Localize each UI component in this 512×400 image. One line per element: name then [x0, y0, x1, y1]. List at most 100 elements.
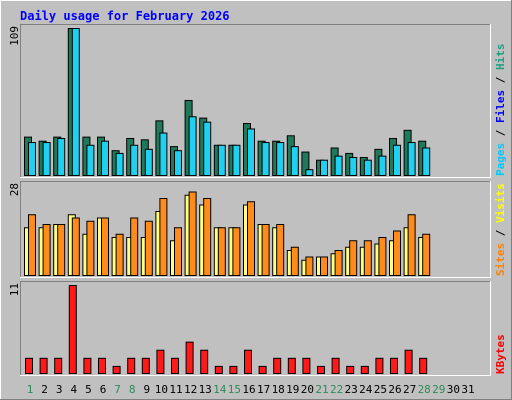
bar-sites-day-10: [159, 198, 168, 276]
bar-kbytes-day-26: [390, 357, 398, 374]
x-tick-label-8: 8: [129, 383, 136, 396]
legend-entry-0: KBytes: [494, 334, 507, 374]
bar-sites-day-20: [305, 256, 314, 276]
bar-sites-day-2: [42, 224, 51, 276]
bar-files-day-16: [247, 128, 255, 176]
bar-files-day-26: [393, 144, 401, 177]
bar-files-day-17: [261, 142, 270, 176]
bar-files-day-20: [305, 169, 314, 177]
x-tick-label-31: 31: [461, 383, 474, 396]
bar-kbytes-day-24: [360, 365, 369, 374]
bar-sites-day-7: [115, 233, 124, 276]
series-files: [28, 28, 431, 177]
bar-files-day-2: [42, 142, 51, 176]
x-tick-label-24: 24: [359, 383, 373, 396]
y-max-label: 109: [8, 26, 21, 46]
bar-files-day-10: [159, 132, 168, 177]
bar-kbytes-day-15: [229, 365, 238, 374]
x-tick-label-15: 15: [228, 383, 241, 396]
bar-files-day-7: [115, 152, 124, 177]
series-kbytes: [25, 285, 428, 374]
bar-kbytes-day-18: [273, 357, 282, 374]
bar-files-day-28: [422, 147, 431, 176]
y-max-label: 28: [8, 183, 21, 196]
bar-sites-day-1: [28, 214, 36, 276]
x-tick-label-7: 7: [114, 383, 121, 396]
bar-kbytes-day-20: [302, 357, 311, 374]
panel-kbytes: 11 KBytes: [8, 281, 507, 376]
bar-sites-day-13: [203, 198, 212, 276]
legend-entry-3: /: [494, 70, 507, 90]
legend-entry-0: Sites: [494, 243, 507, 276]
bar-sites-day-19: [290, 246, 299, 276]
x-tick-label-2: 2: [41, 383, 48, 396]
bar-sites-day-4: [71, 217, 80, 276]
bar-sites-day-24: [363, 240, 372, 276]
x-tick-label-10: 10: [155, 383, 168, 396]
x-tick-label-11: 11: [169, 383, 182, 396]
bar-sites-day-26: [393, 230, 401, 276]
series-sites: [28, 191, 431, 276]
bar-kbytes-day-7: [112, 365, 121, 374]
x-tick-label-23: 23: [345, 383, 358, 396]
bar-kbytes-day-21: [317, 365, 325, 374]
bar-kbytes-day-8: [127, 357, 136, 374]
bar-files-day-14: [217, 144, 226, 177]
x-tick-label-21: 21: [315, 383, 328, 396]
bar-kbytes-day-12: [185, 341, 194, 374]
bar-kbytes-day-27: [404, 349, 413, 374]
bar-files-day-19: [290, 146, 299, 176]
x-tick-label-26: 26: [388, 383, 401, 396]
bar-sites-day-14: [217, 227, 226, 276]
legend-entry-2: Visits: [494, 183, 507, 223]
bar-kbytes-day-16: [244, 349, 252, 374]
bar-kbytes-day-6: [98, 357, 106, 374]
bar-files-day-22: [334, 155, 343, 176]
bar-kbytes-day-14: [214, 365, 223, 374]
bar-kbytes-day-3: [54, 357, 63, 374]
bar-sites-day-11: [174, 227, 182, 276]
x-tick-label-22: 22: [330, 383, 343, 396]
bar-files-day-6: [101, 140, 109, 177]
bar-sites-day-16: [247, 201, 255, 276]
bar-files-day-4: [71, 28, 80, 176]
bar-sites-day-28: [422, 233, 431, 276]
x-tick-label-18: 18: [272, 383, 285, 396]
bar-files-day-12: [188, 116, 197, 176]
legend: KBytes: [494, 334, 507, 374]
x-tick-label-14: 14: [213, 383, 227, 396]
bar-files-day-23: [349, 156, 358, 177]
x-tick-label-17: 17: [257, 383, 270, 396]
bar-files-day-25: [378, 155, 387, 176]
x-tick-label-16: 16: [242, 383, 255, 396]
x-tick-label-30: 30: [447, 383, 460, 396]
x-tick-label-1: 1: [27, 383, 34, 396]
legend-entry-0: Pages: [494, 143, 507, 176]
bar-sites-day-3: [57, 224, 66, 276]
bar-sites-day-18: [276, 224, 285, 276]
x-tick-label-3: 3: [56, 383, 63, 396]
bar-kbytes-day-23: [346, 365, 355, 374]
bar-sites-day-23: [349, 240, 358, 276]
bar-files-day-27: [407, 142, 416, 176]
bar-kbytes-day-2: [39, 357, 48, 374]
bar-sites-day-9: [144, 220, 153, 276]
bar-sites-day-8: [130, 217, 139, 276]
chart-panels: 109 Pages / Files / Hits 28 Sites / Visits 1…: [8, 24, 507, 376]
legend: Sites / Visits: [494, 183, 507, 276]
bar-kbytes-day-13: [200, 349, 209, 374]
bar-files-day-18: [276, 142, 285, 176]
x-tick-label-29: 29: [432, 383, 445, 396]
x-tick-label-12: 12: [184, 383, 197, 396]
bar-files-day-11: [174, 150, 182, 176]
bar-kbytes-day-4: [68, 285, 77, 374]
bar-files-day-9: [144, 148, 153, 177]
bar-files-day-8: [130, 144, 139, 177]
bar-sites-day-6: [101, 217, 109, 276]
bar-kbytes-day-25: [375, 357, 384, 374]
bar-kbytes-day-11: [171, 357, 179, 374]
x-tick-label-5: 5: [85, 383, 92, 396]
bar-kbytes-day-28: [419, 357, 428, 374]
bar-sites-day-5: [86, 220, 95, 276]
